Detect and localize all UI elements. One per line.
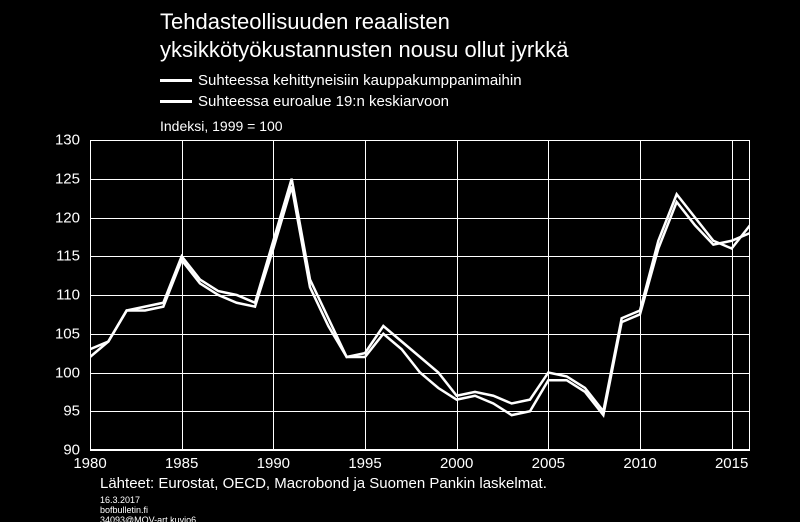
footer: 16.3.2017 bofbulletin.fi 34093@MOV-art k… — [100, 496, 196, 522]
legend-item-2: Suhteessa euroalue 19:n keskiarvoon — [160, 91, 522, 112]
legend: Suhteessa kehittyneisiin kauppakumppanim… — [160, 70, 522, 112]
title-line-1: Tehdasteollisuuden reaalisten — [160, 9, 450, 34]
x-tick-label: 2000 — [440, 455, 473, 472]
legend-label-1: Suhteessa kehittyneisiin kauppakumppanim… — [198, 70, 522, 91]
series-line — [90, 187, 750, 416]
footer-site: bofbulletin.fi — [100, 505, 148, 515]
y-tick-label: 130 — [40, 132, 80, 149]
title-line-2: yksikkötyökustannusten nousu ollut jyrkk… — [160, 37, 568, 62]
legend-line-icon — [160, 100, 192, 103]
y-tick-label: 105 — [40, 325, 80, 342]
x-tick-label: 1990 — [257, 455, 290, 472]
footer-ref: 34093@MOV-art kuvio6 — [100, 515, 196, 522]
chart-container: Tehdasteollisuuden reaalisten yksikkötyö… — [0, 0, 800, 522]
y-axis-label: Indeksi, 1999 = 100 — [160, 118, 283, 134]
y-tick-label: 115 — [40, 248, 80, 265]
y-tick-label: 125 — [40, 170, 80, 187]
x-tick-label: 2015 — [715, 455, 748, 472]
y-tick-label: 100 — [40, 364, 80, 381]
legend-label-2: Suhteessa euroalue 19:n keskiarvoon — [198, 91, 449, 112]
legend-item-1: Suhteessa kehittyneisiin kauppakumppanim… — [160, 70, 522, 91]
plot-area: 9095100105110115120125130 19801985199019… — [90, 140, 750, 450]
grid-line — [90, 450, 750, 451]
y-tick-label: 120 — [40, 209, 80, 226]
y-tick-label: 110 — [40, 287, 80, 304]
x-tick-label: 1985 — [165, 455, 198, 472]
source-text: Lähteet: Eurostat, OECD, Macrobond ja Su… — [100, 475, 547, 492]
chart-title: Tehdasteollisuuden reaalisten yksikkötyö… — [160, 8, 568, 63]
series-line — [90, 179, 750, 412]
y-tick-label: 95 — [40, 403, 80, 420]
x-tick-label: 1995 — [348, 455, 381, 472]
chart-lines — [90, 140, 750, 450]
x-tick-label: 2010 — [623, 455, 656, 472]
legend-line-icon — [160, 79, 192, 82]
x-tick-label: 1980 — [73, 455, 106, 472]
x-tick-label: 2005 — [532, 455, 565, 472]
footer-date: 16.3.2017 — [100, 495, 140, 505]
